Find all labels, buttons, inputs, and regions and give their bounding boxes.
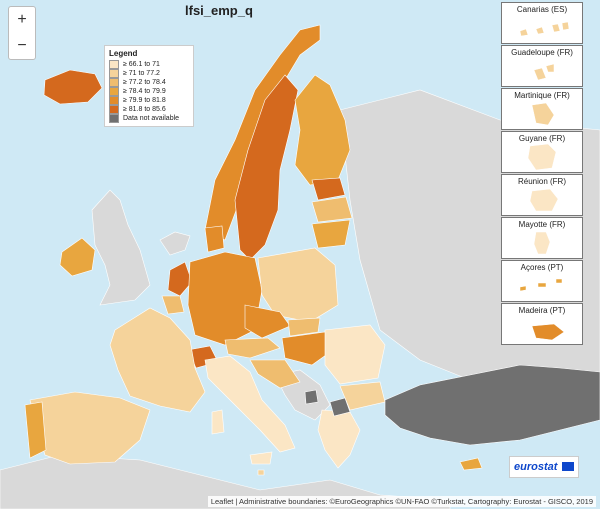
- land-united-kingdom: [91, 189, 151, 306]
- inset-map: [519, 278, 563, 292]
- region-netherlands[interactable]: [167, 261, 193, 297]
- legend-label: ≥ 71 to 77.2: [123, 70, 160, 77]
- region-north-macedonia[interactable]: [329, 397, 351, 417]
- legend-row: ≥ 71 to 77.2: [109, 69, 189, 78]
- region-latvia[interactable]: [311, 196, 353, 223]
- logo-text: eurostat: [514, 461, 558, 473]
- inset-map: [527, 143, 557, 171]
- inset-map: [533, 63, 555, 81]
- legend-row: Data not available: [109, 114, 189, 123]
- inset-label: Canarias (ES): [516, 5, 568, 14]
- region-lithuania[interactable]: [311, 219, 351, 249]
- legend: Legend ≥ 66.1 to 71 ≥ 71 to 77.2 ≥ 77.2 …: [104, 45, 194, 127]
- inset-label: Martinique (FR): [514, 91, 570, 100]
- region-hungary[interactable]: [281, 331, 334, 366]
- legend-title: Legend: [109, 49, 138, 58]
- zoom-in-button[interactable]: +: [17, 11, 27, 28]
- region-denmark[interactable]: [204, 225, 225, 253]
- legend-label: ≥ 66.1 to 71: [123, 61, 160, 68]
- region-spain[interactable]: [29, 391, 151, 465]
- legend-label: ≥ 79.9 to 81.8: [123, 97, 166, 104]
- inset-reunion[interactable]: Réunion (FR): [501, 174, 583, 216]
- inset-map: [533, 231, 551, 255]
- inset-acores[interactable]: Açores (PT): [501, 260, 583, 302]
- legend-label: ≥ 77.2 to 78.4: [123, 79, 166, 86]
- region-czechia[interactable]: [244, 304, 291, 339]
- inset-label: Madeira (PT): [518, 306, 566, 315]
- inset-label: Mayotte (FR): [518, 220, 566, 229]
- legend-swatch: [109, 60, 119, 69]
- region-romania[interactable]: [324, 324, 386, 385]
- region-malta[interactable]: [257, 469, 265, 476]
- legend-swatch: [109, 87, 119, 96]
- inset-map: [531, 102, 555, 126]
- inset-map: [531, 323, 565, 341]
- inset-map: [529, 188, 559, 212]
- region-slovakia[interactable]: [287, 317, 321, 337]
- legend-swatch: [109, 69, 119, 78]
- inset-martinique[interactable]: Martinique (FR): [501, 88, 583, 130]
- legend-label: ≥ 78.4 to 79.9: [123, 88, 166, 95]
- region-poland[interactable]: [257, 247, 339, 323]
- inset-label: Guadeloupe (FR): [511, 48, 573, 57]
- inset-label: Réunion (FR): [517, 177, 566, 186]
- region-iceland[interactable]: [43, 69, 103, 105]
- legend-swatch: [109, 105, 119, 114]
- legend-swatch: [109, 96, 119, 105]
- region-greece[interactable]: [317, 409, 361, 469]
- eu-flag-icon: [562, 462, 574, 471]
- region-ireland[interactable]: [59, 237, 96, 277]
- land-norway-greyish: [159, 231, 191, 256]
- legend-label: Data not available: [123, 115, 180, 122]
- region-cyprus[interactable]: [459, 457, 483, 471]
- zoom-out-button[interactable]: −: [17, 37, 27, 54]
- region-sweden[interactable]: [234, 74, 299, 261]
- inset-guadeloupe[interactable]: Guadeloupe (FR): [501, 45, 583, 87]
- legend-swatch: [109, 114, 119, 123]
- region-france[interactable]: [109, 307, 206, 413]
- legend-row: ≥ 77.2 to 78.4: [109, 78, 189, 87]
- region-portugal[interactable]: [24, 401, 47, 459]
- eurostat-logo: eurostat: [509, 456, 579, 478]
- region-estonia[interactable]: [311, 177, 346, 201]
- legend-row: ≥ 81.8 to 85.6: [109, 105, 189, 114]
- inset-guyane[interactable]: Guyane (FR): [501, 131, 583, 173]
- inset-label: Guyane (FR): [518, 134, 566, 143]
- region-sicily[interactable]: [249, 451, 273, 465]
- legend-row: ≥ 79.9 to 81.8: [109, 96, 189, 105]
- inset-mayotte[interactable]: Mayotte (FR): [501, 217, 583, 259]
- region-turkey[interactable]: [384, 364, 600, 446]
- region-finland[interactable]: [294, 74, 351, 186]
- inset-label: Açores (PT): [520, 263, 564, 272]
- legend-row: ≥ 78.4 to 79.9: [109, 87, 189, 96]
- inset-canarias[interactable]: Canarias (ES): [501, 2, 583, 44]
- zoom-control[interactable]: + −: [8, 6, 36, 60]
- region-austria[interactable]: [224, 337, 281, 359]
- map-title: lfsi_emp_q: [185, 3, 253, 18]
- region-sardinia[interactable]: [211, 409, 225, 435]
- legend-swatch: [109, 78, 119, 87]
- region-belgium[interactable]: [161, 295, 185, 315]
- region-slovenia-croatia[interactable]: [249, 359, 301, 389]
- inset-madeira[interactable]: Madeira (PT): [501, 303, 583, 345]
- legend-label: ≥ 81.8 to 85.6: [123, 106, 166, 113]
- region-italy[interactable]: [204, 355, 296, 453]
- map-attribution: Leaflet | Administrative boundaries: ©Eu…: [207, 496, 596, 507]
- region-montenegro[interactable]: [304, 389, 319, 405]
- legend-row: ≥ 66.1 to 71: [109, 60, 189, 69]
- inset-map: [519, 21, 570, 37]
